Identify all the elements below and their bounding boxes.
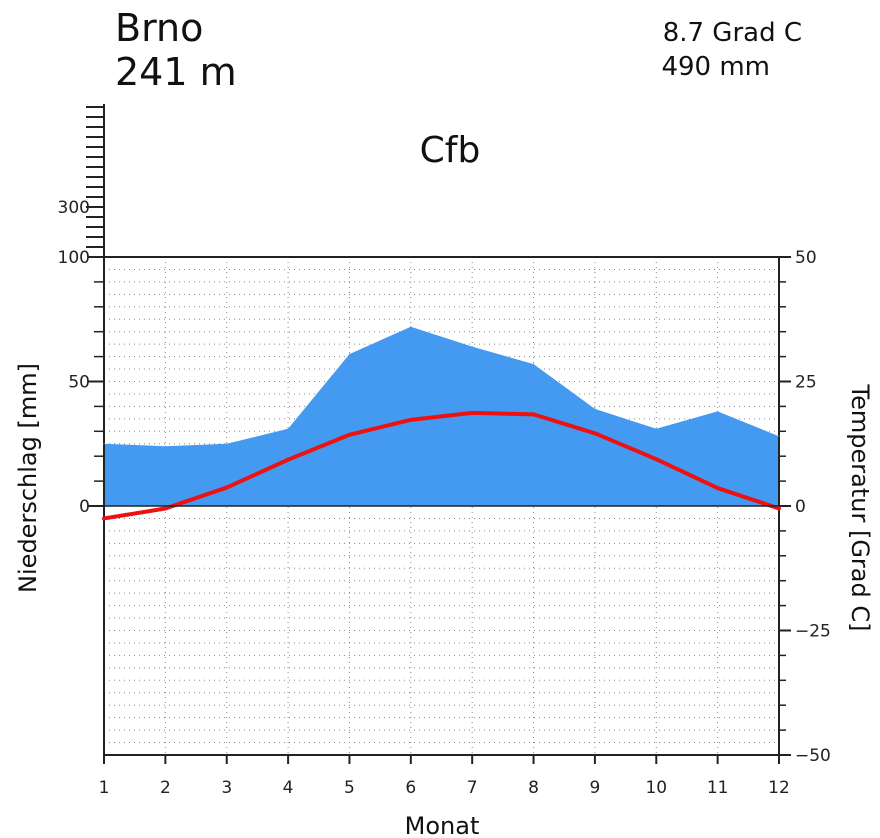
temperature-point-7 [470, 410, 475, 415]
x-tick-label: 11 [707, 778, 729, 798]
left-tick-label: 100 [58, 248, 90, 268]
right-tick-label: −25 [795, 622, 831, 642]
right-tick-label: 0 [795, 497, 806, 517]
temperature-point-12 [777, 506, 781, 511]
right-tick-label: 25 [795, 373, 817, 393]
temperature-point-5 [347, 432, 352, 437]
grid [104, 257, 779, 755]
left-tick-label: 300 [58, 198, 90, 218]
x-axis-title: Monat [405, 812, 480, 838]
precipitation-point-4 [287, 428, 289, 430]
precipitation-point-11 [717, 410, 719, 412]
x-tick-label: 4 [283, 778, 294, 798]
x-tick-label: 12 [768, 778, 790, 798]
data-points [102, 326, 781, 521]
station-name: Brno [115, 6, 204, 50]
x-tick-label: 2 [160, 778, 171, 798]
temperature-point-9 [592, 431, 597, 436]
right-tick-label: 50 [795, 248, 817, 268]
right-axis-title: Temperatur [Grad C] [846, 384, 874, 632]
precipitation-point-5 [348, 353, 351, 355]
x-tick-label: 7 [467, 778, 478, 798]
temperature-line [103, 410, 780, 521]
precipitation-point-3 [226, 443, 228, 445]
x-tick-label: 5 [344, 778, 355, 798]
temperature-point-4 [286, 457, 291, 462]
precipitation-point-12 [778, 435, 780, 437]
annual-precipitation: 490 mm [661, 52, 770, 82]
right-tick-label: −50 [795, 746, 831, 766]
x-tick-label: 9 [589, 778, 600, 798]
precipitation-point-9 [594, 408, 596, 410]
temperature-point-3 [224, 485, 229, 490]
precipitation-point-8 [532, 363, 535, 365]
precipitation-point-1 [103, 443, 105, 445]
climate-class-label: Cfb [420, 130, 481, 171]
temperature-point-8 [531, 412, 536, 417]
precipitation-point-2 [164, 445, 166, 447]
x-tick-label: 1 [99, 778, 110, 798]
precipitation-point-6 [410, 326, 412, 328]
annual-temperature: 8.7 Grad C [662, 18, 802, 48]
x-tick-label: 3 [221, 778, 232, 798]
x-tick-label: 6 [405, 778, 416, 798]
x-tick-label: 8 [528, 778, 539, 798]
station-elevation: 241 m [115, 50, 237, 94]
temperature-point-10 [654, 457, 659, 462]
precipitation-point-7 [471, 346, 473, 348]
temperature-point-6 [408, 417, 413, 422]
x-tick-label: 10 [645, 778, 667, 798]
precipitation-point-10 [655, 428, 657, 430]
left-tick-label: 0 [79, 497, 90, 517]
temperature-point-11 [715, 486, 720, 491]
left-axis-title: Niederschlag [mm] [14, 363, 42, 593]
temperature-point-1 [102, 516, 106, 521]
left-tick-label: 50 [68, 373, 90, 393]
temperature-point-2 [163, 506, 168, 511]
